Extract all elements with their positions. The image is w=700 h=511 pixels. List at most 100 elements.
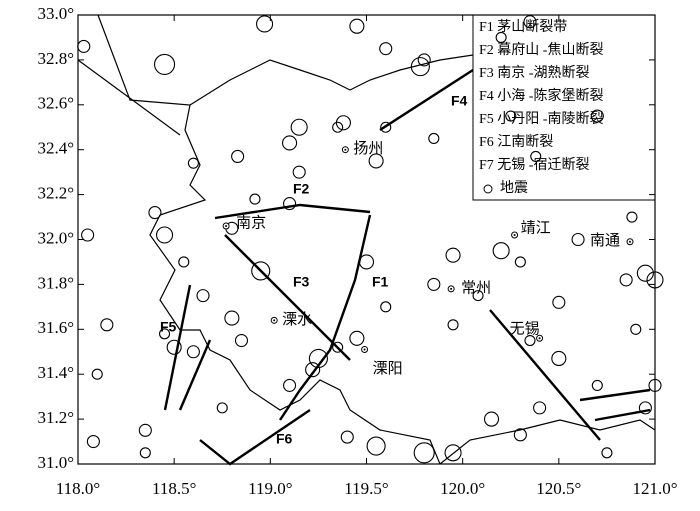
river (77, 59, 181, 136)
fault-label: F1 (372, 274, 389, 290)
fault-line (214, 203, 371, 220)
city-dot (225, 225, 228, 228)
earthquake (282, 135, 298, 151)
city-dot (628, 240, 631, 243)
earthquake (638, 401, 652, 415)
earthquake (472, 290, 484, 302)
earthquake (349, 18, 365, 34)
x-tick-label: 121.0° (632, 479, 677, 498)
earthquake (590, 109, 604, 123)
earthquake (216, 402, 228, 414)
earthquake (524, 334, 536, 347)
earthquake (148, 206, 162, 220)
legend-entry: F6 江南断裂 (479, 134, 553, 150)
legend-box (472, 14, 656, 201)
y-tick-label: 31.4° (37, 363, 74, 382)
earthquake (308, 348, 328, 369)
earthquake (332, 341, 344, 353)
earthquake (626, 211, 638, 223)
city-dot (344, 148, 347, 151)
y-tick-label: 31.6° (37, 318, 74, 337)
earthquake (159, 328, 171, 340)
city-dot (363, 348, 366, 351)
fault-line (178, 339, 212, 411)
x-tick-label: 120.0° (440, 479, 485, 498)
earthquake (495, 31, 507, 44)
earthquake (186, 345, 200, 359)
fault-labels: F1 F2 F3 F4 F5 F6 (160, 93, 468, 447)
fault-label: F3 (293, 274, 310, 290)
earthquake (417, 53, 431, 67)
y-tick-label: 31.8° (37, 273, 74, 292)
boundaries (77, 14, 656, 465)
legend-entry: F7 无锡 -宿迁断裂 (479, 156, 589, 173)
city-label: 南通 (590, 232, 620, 249)
earthquake (77, 39, 91, 53)
y-tick-label: 32.0° (37, 228, 74, 247)
earthquake (231, 149, 245, 163)
earthquake (523, 15, 537, 29)
earthquake (332, 121, 344, 133)
earthquake (636, 264, 654, 282)
earthquake (283, 197, 297, 211)
province-border (97, 14, 441, 465)
fault-line (163, 284, 192, 411)
earthquake (196, 289, 210, 303)
legend-entry: F4 小海 -陈家堡断裂 (479, 87, 603, 104)
earthquake (552, 295, 566, 309)
earthquake (492, 242, 510, 260)
fault-line (489, 309, 601, 441)
city-label: 溧阳 (373, 360, 403, 377)
earthquake (251, 261, 271, 281)
y-tick-label: 32.4° (37, 139, 74, 158)
earthquake (166, 339, 182, 355)
earthquake (530, 150, 542, 162)
fault-line (379, 68, 474, 132)
legend-entry: F5 小丹阳 -南陵断裂 (479, 111, 603, 127)
earthquake (290, 118, 308, 136)
earthquake (428, 132, 440, 145)
earthquake (86, 434, 100, 449)
earthquake (514, 256, 526, 268)
earthquake (513, 428, 527, 442)
x-tick-label: 118.0° (56, 479, 100, 498)
legend-entry: F2 幕府山 -焦山断裂 (479, 42, 603, 58)
earthquake (380, 121, 392, 133)
earthquake (138, 423, 152, 437)
earthquake (413, 442, 435, 464)
earthquake (601, 447, 613, 459)
earthquake (630, 323, 642, 335)
earthquake (410, 57, 430, 77)
city-dot (273, 319, 276, 322)
earthquake (427, 277, 441, 291)
earthquake (234, 333, 249, 348)
y-tick-label: 32.8° (37, 49, 74, 68)
earthquake (366, 436, 386, 456)
earthquake (256, 15, 274, 33)
city-dot (450, 287, 453, 290)
earthquake (283, 378, 297, 392)
x-tick-label: 119.5° (344, 479, 388, 498)
earthquake (156, 226, 174, 244)
fault-line (594, 408, 651, 422)
city-label: 靖江 (521, 219, 551, 236)
earthquake (380, 301, 392, 313)
earthquake (368, 153, 384, 169)
earthquake (91, 368, 103, 380)
city-label: 南京 (236, 214, 266, 231)
earthquake (81, 228, 95, 242)
y-tick-label: 31.2° (37, 408, 74, 427)
x-tick-label: 120.5° (536, 479, 581, 498)
earthquake (358, 254, 375, 270)
city-dot (538, 337, 541, 340)
fault-line (224, 234, 351, 361)
legend-marker (483, 184, 493, 194)
city-label: 无锡 (510, 321, 540, 338)
fault-label: F5 (160, 319, 177, 335)
legend-entry: 地震 (500, 180, 528, 196)
earthquake (100, 318, 114, 332)
y-tick-label: 33.0° (37, 4, 74, 23)
earthquake (591, 379, 603, 391)
earthquake (187, 157, 199, 169)
earthquake (445, 247, 461, 263)
